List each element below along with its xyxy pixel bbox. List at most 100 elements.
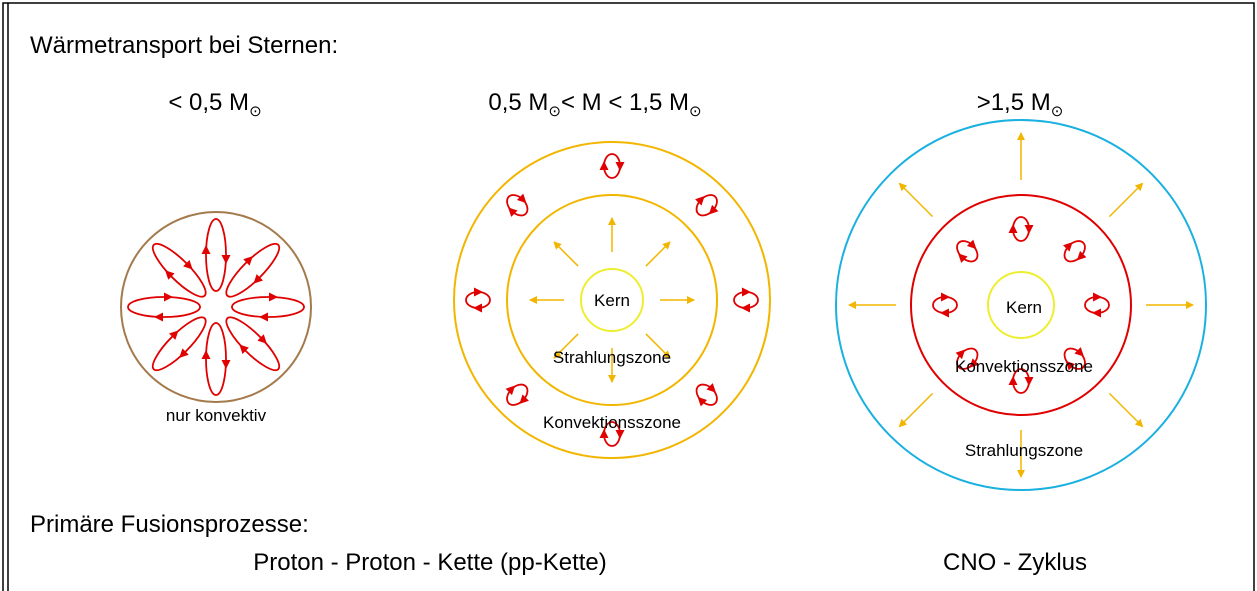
convection-cell [151,242,207,298]
zone-label: nur konvektiv [166,406,267,425]
shell [987,271,1055,339]
convection-loop [695,194,719,217]
loop-arrow [516,193,527,204]
convection-loop [695,383,718,407]
loop-arrow [239,344,252,357]
convection-cell [231,292,305,322]
loop-arrow [1065,360,1076,371]
convection-loop [599,153,625,179]
zone-label: Kern [594,291,630,310]
convection-loop [1063,240,1087,263]
loop [465,291,491,309]
convection-loop [1084,292,1110,318]
loop [205,218,227,292]
loop [695,194,718,217]
heat-arrow [553,241,579,267]
convection-loop [599,421,625,447]
zone-label: Konvektionsszone [955,357,1093,376]
convection-loop [932,292,958,318]
heading-text: >1,5 M [977,89,1051,116]
loop [956,240,979,263]
title: Wärmetransport bei Sternen: [30,32,338,59]
loop [506,194,529,217]
shell [580,268,644,332]
column-heading: >1,5 M⊙ [977,89,1064,120]
loop [733,291,759,309]
loop-arrow [1063,242,1073,252]
convection-cell [225,316,281,372]
heat-arrow [1108,182,1144,218]
convection-cell [201,218,231,292]
loop-arrow [180,257,193,270]
heat-arrow [645,333,671,359]
loop [603,153,621,179]
subscript: ⊙ [548,103,561,120]
convection-loop [505,383,529,406]
convection-loop [955,347,979,370]
column-heading: < 0,5 M⊙ [168,89,261,120]
loop-arrow [958,253,968,263]
loop-arrow [706,383,716,393]
convection-cell [225,242,281,298]
loop-arrow [1074,347,1084,357]
loop-arrow [166,330,179,343]
convection-cell [127,292,201,322]
loop-arrow [697,396,708,407]
loop-arrow [969,358,979,368]
convection-loop [956,239,979,263]
loop [1063,240,1086,263]
shell [910,194,1132,416]
loop [225,316,281,372]
subscript: ⊙ [249,103,262,120]
loop [695,383,718,406]
fusion-process: CNO - Zyklus [943,549,1087,576]
subscript: ⊙ [689,103,702,120]
loop [205,322,227,396]
fusion-title: Primäre Fusionsprozesse: [30,511,309,538]
column-heading: 0,5 M⊙< M < 1,5 M⊙ [488,89,701,120]
zone-label: Strahlungszone [965,441,1083,460]
heat-arrow [553,333,579,359]
convection-loop [465,287,491,313]
convection-cell [151,316,207,372]
loop-arrow [253,271,266,284]
shell [120,211,312,403]
loop-arrow [165,270,178,283]
loop [1084,296,1110,314]
loop [932,296,958,314]
convection-loop [506,193,529,217]
heading-text: < M < 1,5 M [561,89,689,116]
loop-arrow [254,331,267,344]
convection-loop [733,287,759,313]
convection-loop [1008,216,1034,242]
loop-arrow [508,207,518,217]
convection-cell [201,322,231,396]
zone-label: Konvektionsszone [543,413,681,432]
shell [835,119,1207,491]
heat-arrow [645,241,671,267]
loop [225,242,281,298]
heat-arrow [1108,392,1144,428]
heat-arrow [898,182,934,218]
zone-label: Kern [1006,298,1042,317]
loop-arrow [519,394,529,404]
loop-arrow [179,345,192,358]
fusion-process: Proton - Proton - Kette (pp-Kette) [253,549,607,576]
shell [506,194,718,406]
heat-arrow [898,392,934,428]
loop [1012,216,1030,242]
loop-arrow [955,349,966,360]
loop-arrow [695,196,705,206]
subscript: ⊙ [1051,103,1064,120]
heading-text: 0,5 M [488,89,548,116]
loop [506,383,529,406]
loop [127,296,201,318]
heading-text: < 0,5 M [168,89,249,116]
loop-arrow [708,204,719,215]
loop [151,242,207,298]
stars: nur konvektiv Kern Strahlungszone Konvektio… [120,119,1207,491]
loop [231,296,305,318]
convection-loop [1008,368,1034,394]
